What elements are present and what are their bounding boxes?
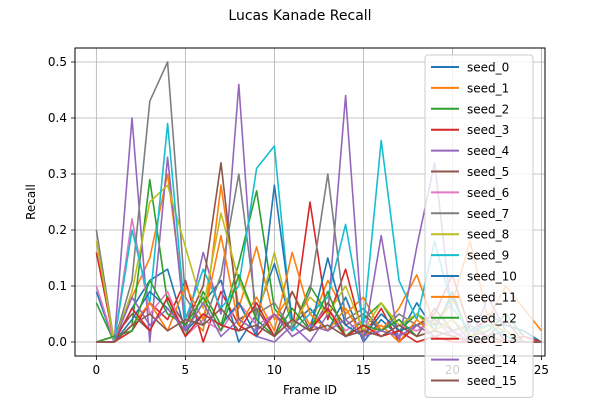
legend-label: seed_2 <box>467 102 509 116</box>
legend-label: seed_10 <box>467 270 517 284</box>
legend-label: seed_11 <box>467 290 517 304</box>
x-axis-label: Frame ID <box>283 383 337 397</box>
legend-label: seed_8 <box>467 228 509 242</box>
x-tick-label: 10 <box>267 363 282 377</box>
x-tick-label: 15 <box>356 363 371 377</box>
y-axis-label: Recall <box>24 184 38 220</box>
legend: seed_0 seed_1 seed_2 seed_3 seed_4 seed_5seed… <box>424 54 534 398</box>
legend-label: seed_4 <box>467 144 509 158</box>
legend-label: seed_3 <box>467 123 509 137</box>
y-tick-label: 0.3 <box>48 167 67 181</box>
legend-label: seed_6 <box>467 186 509 200</box>
legend-label: seed_1 <box>467 81 509 95</box>
y-tick-label: 0.4 <box>48 111 67 125</box>
x-tick-label: 25 <box>534 363 549 377</box>
y-tick-label: 0.0 <box>48 335 67 349</box>
legend-label: seed_12 <box>467 311 517 325</box>
axis-ticks: 05101520250.00.10.20.30.40.5 <box>48 55 549 377</box>
legend-label: seed_5 <box>467 165 509 179</box>
legend-label: seed_15 <box>467 374 517 388</box>
axes-frame <box>74 47 546 357</box>
legend-label: seed_13 <box>467 332 517 346</box>
x-tick-label: 0 <box>93 363 101 377</box>
legend-label: seed_0 <box>467 61 509 75</box>
legend-box <box>424 54 534 398</box>
legend-label: seed_9 <box>467 249 509 263</box>
legend-label: seed_14 <box>467 353 517 367</box>
y-tick-label: 0.5 <box>48 55 67 69</box>
chart-title: Lucas Kanade Recall <box>228 8 371 24</box>
legend-label: seed_7 <box>467 207 509 221</box>
y-tick-label: 0.1 <box>48 279 67 293</box>
y-tick-label: 0.2 <box>48 223 67 237</box>
x-tick-label: 5 <box>182 363 190 377</box>
